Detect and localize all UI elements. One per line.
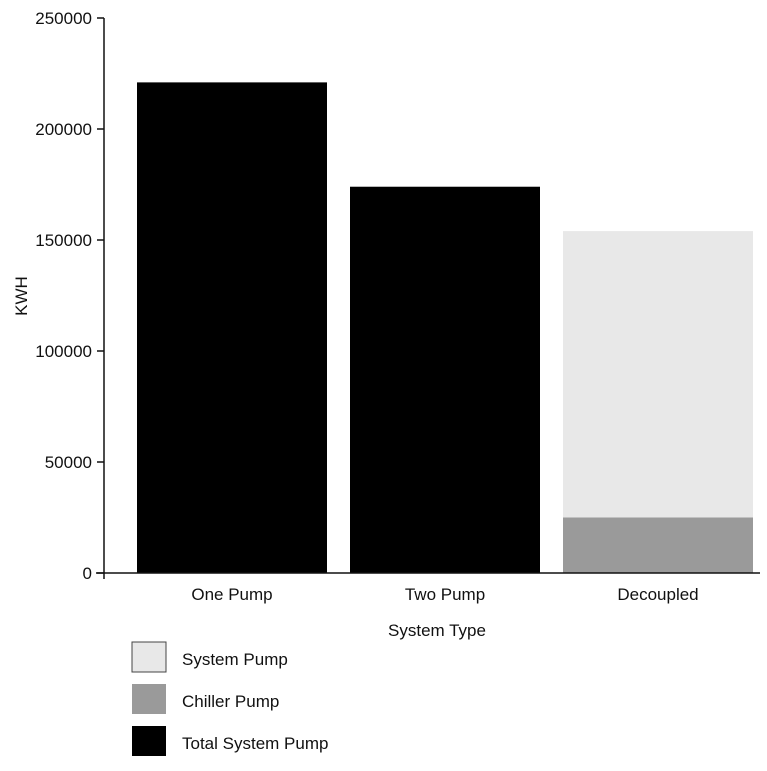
y-axis-title: KWH <box>12 276 31 316</box>
legend-label-chiller-pump: Chiller Pump <box>182 692 279 711</box>
bar-decoupled-system-pump <box>563 231 753 518</box>
legend-swatch-system-pump <box>131 641 167 673</box>
legend-label-system-pump: System Pump <box>182 650 288 669</box>
bar-decoupled-chiller-pump <box>563 517 753 573</box>
x-axis-title: System Type <box>388 621 486 640</box>
legend-label-total-system-pump: Total System Pump <box>182 734 328 753</box>
y-tick-label: 200000 <box>35 120 92 139</box>
legend-swatch-total-system-pump <box>132 726 166 756</box>
y-tick-label: 150000 <box>35 231 92 250</box>
y-ticks-group: 0 50000 100000 150000 200000 250000 <box>35 9 104 583</box>
y-tick-label: 50000 <box>45 453 92 472</box>
y-tick-label: 250000 <box>35 9 92 28</box>
bars-group <box>137 82 753 573</box>
y-tick-label: 0 <box>83 564 92 583</box>
bar-one-pump-total-system-pump <box>137 82 327 573</box>
legend-swatch-chiller-pump <box>132 684 166 714</box>
bar-two-pump-total-system-pump <box>350 186 540 573</box>
x-ticks-group: One Pump Two Pump Decoupled <box>191 585 698 604</box>
axes-group <box>96 18 760 579</box>
x-tick-label-decoupled: Decoupled <box>617 585 698 604</box>
y-tick-label: 100000 <box>35 342 92 361</box>
legend: System Pump Chiller Pump Total System Pump <box>131 641 328 756</box>
x-tick-label-two-pump: Two Pump <box>405 585 485 604</box>
x-tick-label-one-pump: One Pump <box>191 585 272 604</box>
